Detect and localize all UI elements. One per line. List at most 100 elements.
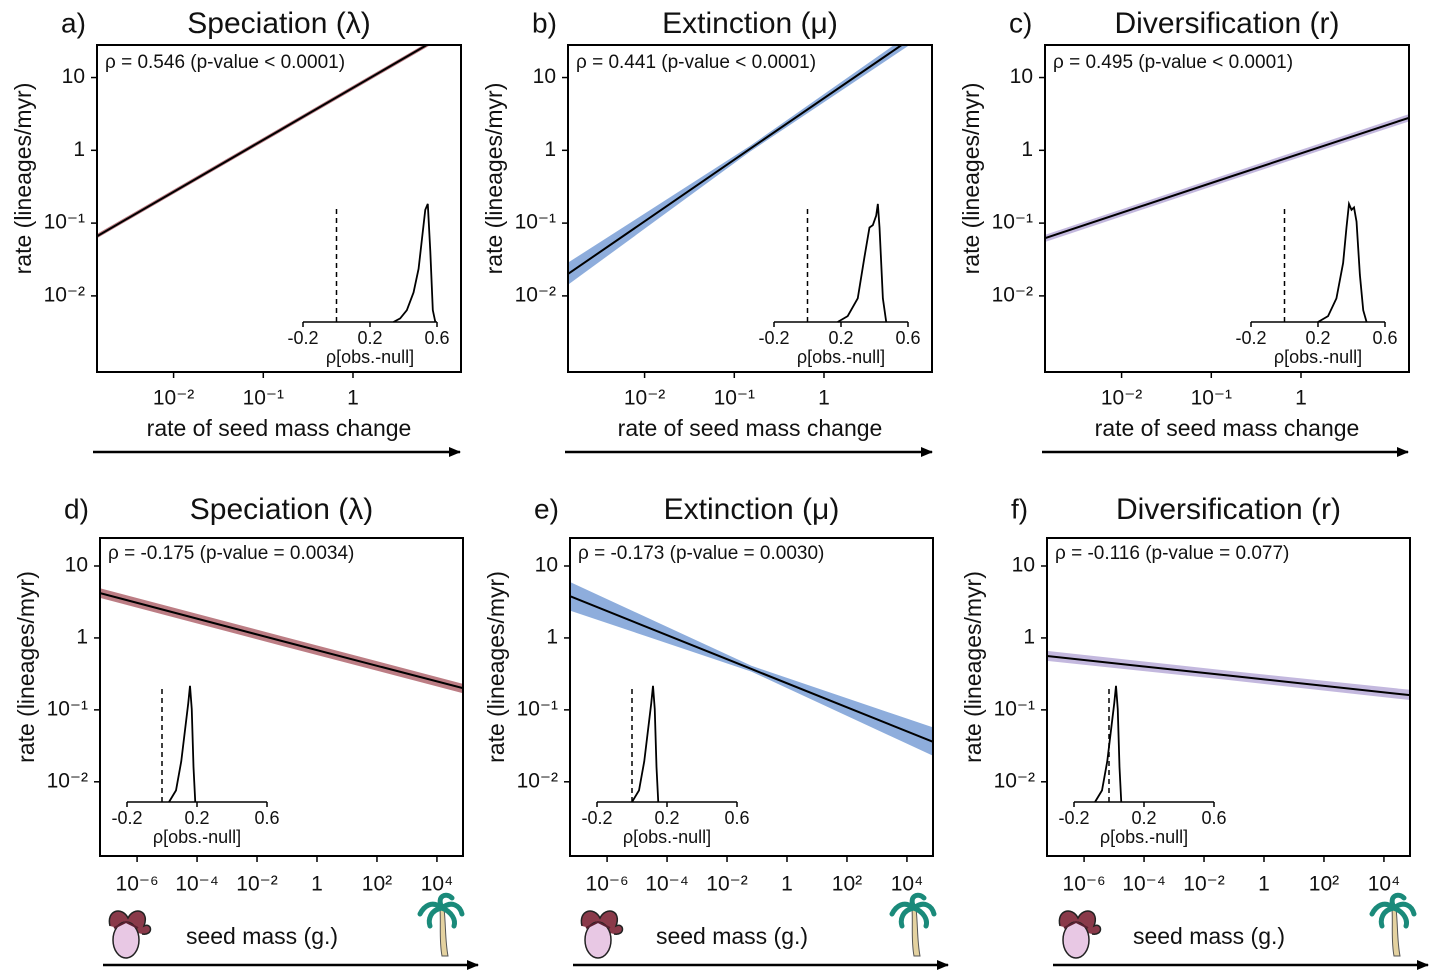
y-tick-label: 10⁻¹ <box>47 697 88 720</box>
palm-icon <box>420 895 462 956</box>
panel: a) Speciation (λ) 10⁻² 10⁻¹ 1 10 10⁻² 10⁻¹ 1 rate… <box>10 7 462 441</box>
x-tick-label: 10⁻⁴ <box>645 873 688 896</box>
x-tick-label: 10⁻⁶ <box>586 873 629 896</box>
x-arrows <box>93 447 1429 970</box>
seed-icon <box>580 910 624 959</box>
inset-tick-label: 0.2 <box>654 808 679 828</box>
y-tick-label: 10 <box>62 65 85 88</box>
regression-line <box>1047 655 1410 697</box>
x-axis-label: rate of seed mass change <box>618 415 883 441</box>
x-axis-label: rate of seed mass change <box>1095 415 1360 441</box>
chart-title: Extinction (μ) <box>662 7 838 40</box>
plot-area <box>1045 114 1409 243</box>
y-tick-label: 10⁻² <box>992 283 1033 306</box>
x-tick-label: 10⁴ <box>421 873 453 896</box>
x-tick-label: 1 <box>1295 387 1307 410</box>
density-curve <box>837 203 888 323</box>
regression-line <box>570 595 933 743</box>
y-tick-label: 10⁻¹ <box>517 697 558 720</box>
y-tick-label: 1 <box>1021 138 1033 161</box>
plot-frame <box>1046 537 1411 857</box>
x-tick-label: 10² <box>1309 873 1339 896</box>
plot-frame <box>1044 44 1410 373</box>
x-tick-label: 10⁴ <box>1368 873 1400 896</box>
x-tick-label: 1 <box>781 873 793 896</box>
y-axis-label: rate (lineages/myr) <box>10 83 36 275</box>
regression-line <box>97 45 429 238</box>
x-tick-label: 10⁻² <box>706 873 747 896</box>
y-tick-label: 1 <box>73 138 85 161</box>
x-tick-label: 10⁻² <box>624 387 665 410</box>
density-curve <box>393 203 437 323</box>
panel-letter: d) <box>64 493 89 524</box>
inset-tick-label: 0.2 <box>1131 808 1156 828</box>
inset-label: ρ[obs.-null] <box>797 347 885 367</box>
annotation: ρ = -0.175 (p-value = 0.0034) <box>108 543 354 564</box>
x-tick-label: 10² <box>832 873 862 896</box>
chart-title: Speciation (λ) <box>187 7 370 40</box>
plot-area <box>1047 650 1410 701</box>
annotation: ρ = 0.546 (p-value < 0.0001) <box>105 52 345 73</box>
plot-frame <box>567 44 933 373</box>
inset-tick-label: 0.2 <box>184 808 209 828</box>
y-axis-label: rate (lineages/myr) <box>481 83 507 275</box>
x-axis-label: seed mass (g.) <box>1133 923 1285 949</box>
inset-tick-label: 0.6 <box>1201 808 1226 828</box>
x-tick-label: 10⁻¹ <box>243 387 284 410</box>
y-tick-label: 10⁻² <box>515 283 556 306</box>
x-tick-label: 10⁻² <box>1183 873 1224 896</box>
annotation: ρ = -0.116 (p-value = 0.077) <box>1055 543 1289 564</box>
annotation: ρ = 0.495 (p-value < 0.0001) <box>1053 52 1293 73</box>
inset-label: ρ[obs.-null] <box>1274 347 1362 367</box>
seed-icon <box>1058 910 1102 959</box>
inset-tick-label: -0.2 <box>287 328 318 348</box>
x-tick-label: 10⁻⁴ <box>175 873 218 896</box>
x-tick-label: 10² <box>362 873 392 896</box>
chart-title: Extinction (μ) <box>664 493 840 526</box>
x-tick-label: 1 <box>311 873 323 896</box>
x-tick-label: 1 <box>1258 873 1270 896</box>
chart-title: Diversification (r) <box>1114 7 1339 40</box>
plot-area <box>100 588 463 694</box>
y-tick-label: 10⁻² <box>47 769 88 792</box>
inset-tick-label: -0.2 <box>758 328 789 348</box>
panel: d) Speciation (λ) 10⁻² 10⁻¹ 1 10 10⁻⁶ 10⁻⁴ 10⁻² 1… <box>13 493 464 949</box>
chart-title: Diversification (r) <box>1116 493 1341 526</box>
y-tick-label: 10⁻² <box>517 769 558 792</box>
inset-tick-label: -0.2 <box>1235 328 1266 348</box>
inset-tick-label: 0.6 <box>424 328 449 348</box>
inset-tick-label: 0.6 <box>1372 328 1397 348</box>
palm-icon <box>1372 895 1414 956</box>
y-tick-label: 1 <box>546 625 558 648</box>
x-tick-label: 1 <box>818 387 830 410</box>
palm-icon <box>892 895 934 956</box>
seed-icon <box>108 910 152 959</box>
inset-tick-label: -0.2 <box>1058 808 1089 828</box>
panel: b) Extinction (μ) 10⁻² 10⁻¹ 1 10 10⁻² 10⁻¹ 1 rate… <box>481 7 933 441</box>
y-tick-label: 1 <box>1023 625 1035 648</box>
panel: e) Extinction (μ) 10⁻² 10⁻¹ 1 10 10⁻⁶ 10⁻⁴ 10⁻² 1… <box>483 493 934 949</box>
inset-tick-label: 0.6 <box>254 808 279 828</box>
inset-label: ρ[obs.-null] <box>326 347 414 367</box>
inset-tick-label: -0.2 <box>111 808 142 828</box>
regression-line <box>568 45 904 275</box>
x-tick-label: 10⁻² <box>1101 387 1142 410</box>
y-tick-label: 10 <box>533 65 556 88</box>
panel: c) Diversification (r) 10⁻² 10⁻¹ 1 10 10⁻² 10⁻¹… <box>958 7 1410 441</box>
y-tick-label: 1 <box>544 138 556 161</box>
x-tick-label: 10⁻⁶ <box>1063 873 1106 896</box>
x-tick-label: 10⁻⁴ <box>1122 873 1165 896</box>
x-tick-label: 10⁻¹ <box>1191 387 1232 410</box>
plot-area <box>568 45 910 285</box>
y-axis-label: rate (lineages/myr) <box>13 571 39 763</box>
inset-label: ρ[obs.-null] <box>623 827 711 847</box>
panel-letter: e) <box>534 493 559 524</box>
y-tick-label: 10 <box>1010 65 1033 88</box>
x-tick-label: 10⁻⁶ <box>116 873 159 896</box>
x-axis-label: seed mass (g.) <box>186 923 338 949</box>
y-tick-label: 10⁻² <box>994 769 1035 792</box>
density-curve <box>1317 200 1368 323</box>
y-tick-label: 1 <box>76 625 88 648</box>
inset-tick-label: 0.6 <box>895 328 920 348</box>
